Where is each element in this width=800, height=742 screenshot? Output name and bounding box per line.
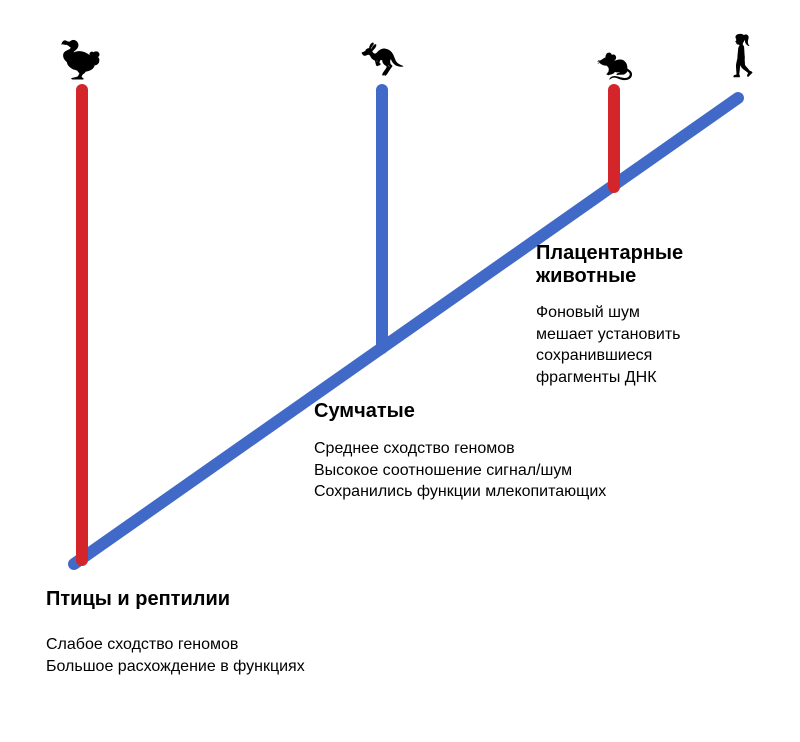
mouse-icon: 🐀 [596, 50, 633, 80]
kangaroo-icon: 🦘 [360, 42, 405, 78]
phylogeny-diagram: 🦤 🦘 🐀 🚶‍♀️ Плацентарные животные Фоновый… [0, 0, 800, 742]
birds-title: Птицы и рептилии [46, 588, 230, 611]
birds-desc: Слабое сходство геномов Большое расхожде… [46, 634, 305, 677]
placental-desc: Фоновый шум мешает установить сохранивши… [536, 302, 680, 388]
marsupial-desc: Среднее сходство геномов Высокое соотнош… [314, 438, 606, 503]
bird-icon: 🦤 [58, 42, 103, 78]
marsupial-title: Сумчатые [314, 400, 415, 423]
human-icon: 🚶‍♀️ [718, 36, 768, 76]
placental-title: Плацентарные животные [536, 242, 683, 288]
